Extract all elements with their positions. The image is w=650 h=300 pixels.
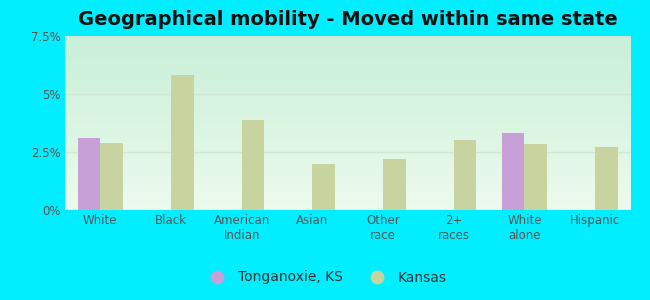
Bar — [242, 119, 265, 210]
Bar — [383, 159, 406, 210]
Bar — [78, 138, 100, 210]
Bar — [502, 134, 525, 210]
Legend: Tonganoxie, KS, Kansas: Tonganoxie, KS, Kansas — [198, 265, 452, 290]
Bar — [313, 164, 335, 210]
Bar — [525, 144, 547, 210]
Bar — [100, 143, 123, 210]
Bar — [454, 140, 476, 210]
Bar — [595, 147, 617, 210]
Bar — [171, 75, 194, 210]
Title: Geographical mobility - Moved within same state: Geographical mobility - Moved within sam… — [78, 10, 618, 29]
